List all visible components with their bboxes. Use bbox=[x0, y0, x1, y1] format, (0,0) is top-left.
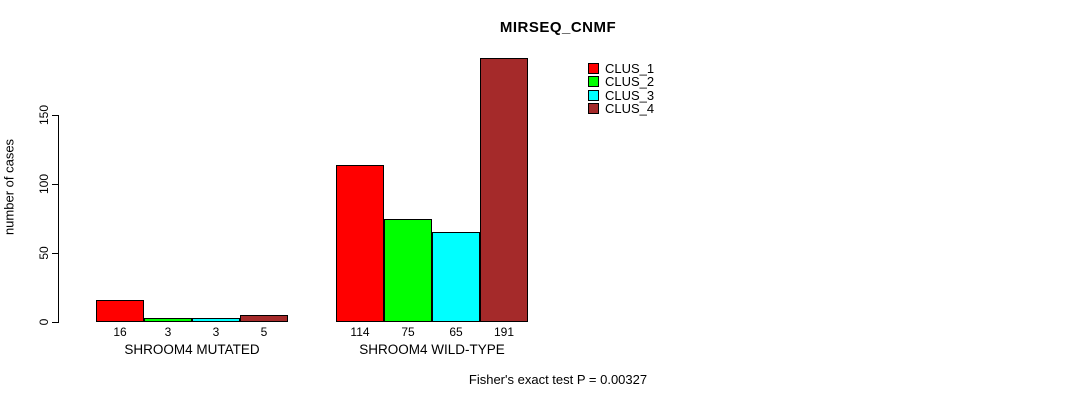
bar-value-label: 5 bbox=[260, 325, 268, 339]
bar bbox=[240, 315, 288, 322]
legend-swatch-icon bbox=[588, 63, 599, 74]
legend-label: CLUS_2 bbox=[605, 74, 655, 89]
y-tick bbox=[52, 115, 58, 116]
legend-label: CLUS_1 bbox=[605, 61, 655, 76]
y-axis-label: number of cases bbox=[1, 138, 17, 236]
bar bbox=[384, 219, 432, 322]
legend-swatch-icon bbox=[588, 90, 599, 101]
legend-item: CLUS_4 bbox=[588, 101, 655, 116]
y-tick-label: 100 bbox=[37, 173, 51, 195]
group-label: SHROOM4 MUTATED bbox=[124, 342, 260, 357]
y-tick-label: 0 bbox=[37, 318, 51, 326]
y-tick-label: 50 bbox=[37, 246, 51, 260]
legend-label: CLUS_3 bbox=[605, 88, 655, 103]
bar-value-label: 191 bbox=[493, 325, 515, 339]
bar-value-label: 65 bbox=[449, 325, 463, 339]
group-label: SHROOM4 WILD-TYPE bbox=[359, 342, 505, 357]
bar bbox=[144, 318, 192, 322]
bar-value-label: 75 bbox=[401, 325, 415, 339]
bar bbox=[432, 232, 480, 322]
bar bbox=[480, 58, 528, 322]
legend-swatch-icon bbox=[588, 76, 599, 87]
fisher-annotation: Fisher's exact test P = 0.00327 bbox=[468, 372, 648, 387]
legend-label: CLUS_4 bbox=[605, 101, 655, 116]
y-axis-line bbox=[58, 115, 59, 323]
bar-value-label: 3 bbox=[164, 325, 172, 339]
y-tick-label: 150 bbox=[37, 104, 51, 126]
chart-title: MIRSEQ_CNMF bbox=[499, 19, 617, 36]
y-tick bbox=[52, 253, 58, 254]
legend-item: CLUS_1 bbox=[588, 61, 655, 76]
bar bbox=[192, 318, 240, 322]
legend-item: CLUS_3 bbox=[588, 88, 655, 103]
y-tick bbox=[52, 184, 58, 185]
legend-item: CLUS_2 bbox=[588, 74, 655, 89]
y-tick bbox=[52, 322, 58, 323]
bar bbox=[96, 300, 144, 322]
bar-value-label: 114 bbox=[350, 325, 370, 339]
bar-value-label: 3 bbox=[212, 325, 220, 339]
bar bbox=[336, 165, 384, 322]
legend-swatch-icon bbox=[588, 103, 599, 114]
bar-value-label: 16 bbox=[113, 325, 127, 339]
